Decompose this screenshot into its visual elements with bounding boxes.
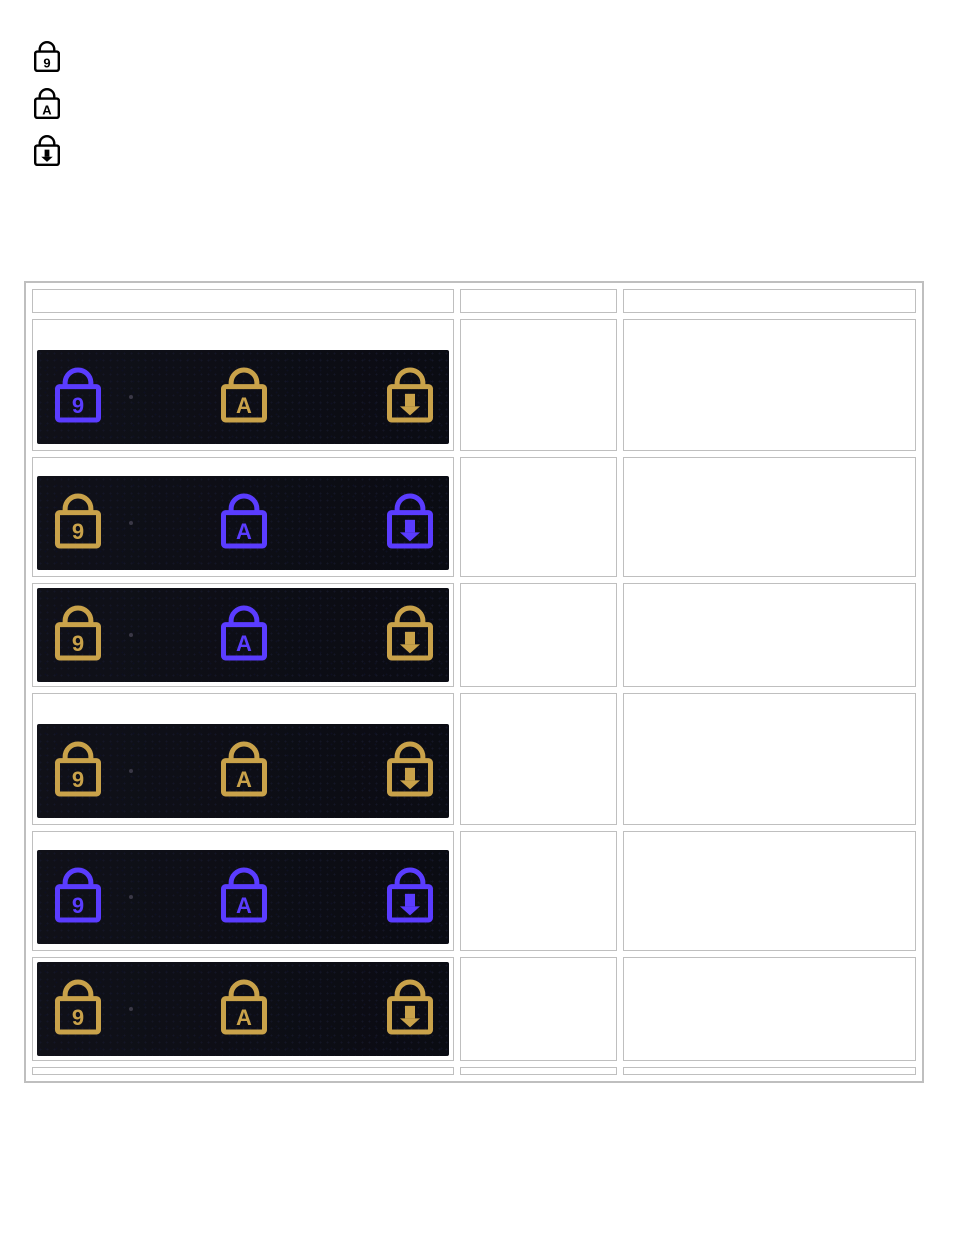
strip-separator-dot bbox=[129, 895, 133, 899]
keyboard-lock-legend-icons: 9 A bbox=[34, 40, 930, 171]
lock-state-image-cell: 9 A bbox=[32, 457, 454, 577]
svg-text:9: 9 bbox=[72, 519, 84, 544]
svg-text:A: A bbox=[236, 393, 252, 418]
svg-text:A: A bbox=[236, 631, 252, 656]
lock-state-image-cell: 9 A bbox=[32, 957, 454, 1061]
lock-description-cell bbox=[623, 583, 916, 687]
keyboard-lock-indicator-strip: 9 A bbox=[37, 850, 449, 944]
strip-separator-dot bbox=[129, 633, 133, 637]
scroll-lock-icon bbox=[34, 134, 930, 171]
svg-text:A: A bbox=[42, 102, 52, 117]
keyboard-lock-indicator-strip: 9 A bbox=[37, 476, 449, 570]
svg-text:9: 9 bbox=[72, 767, 84, 792]
strip-separator-dot bbox=[129, 1007, 133, 1011]
table-row bbox=[32, 1067, 916, 1075]
table-row: 9 A bbox=[32, 831, 916, 951]
caps-lock-icon: A bbox=[221, 493, 267, 554]
lock-state-image-cell: 9 A bbox=[32, 693, 454, 825]
num-lock-icon: 9 bbox=[55, 867, 101, 928]
svg-text:9: 9 bbox=[43, 55, 50, 70]
partial-next-row-cell bbox=[32, 1067, 454, 1075]
caps-lock-icon: A bbox=[221, 367, 267, 428]
lock-code-cell bbox=[460, 831, 617, 951]
keyboard-lock-indicator-strip: 9 A bbox=[37, 588, 449, 682]
keyboard-lock-indicator-strip: 9 A bbox=[37, 350, 449, 444]
lock-description-cell bbox=[623, 957, 916, 1061]
strip-wrapper: 9 A bbox=[33, 458, 453, 576]
lock-description-cell bbox=[623, 831, 916, 951]
svg-text:A: A bbox=[236, 519, 252, 544]
header-description-col bbox=[623, 289, 916, 313]
caps-lock-icon: A bbox=[221, 741, 267, 802]
strip-wrapper: 9 A bbox=[33, 320, 453, 450]
partial-next-row-cell bbox=[460, 1067, 617, 1075]
scroll-lock-icon bbox=[387, 367, 433, 428]
caps-lock-icon: A bbox=[221, 867, 267, 928]
header-image-col bbox=[32, 289, 454, 313]
num-lock-icon: 9 bbox=[55, 741, 101, 802]
svg-text:A: A bbox=[236, 767, 252, 792]
scroll-lock-icon bbox=[387, 979, 433, 1040]
caps-lock-icon: A bbox=[34, 87, 930, 124]
strip-separator-dot bbox=[129, 521, 133, 525]
lock-state-image-cell: 9 A bbox=[32, 583, 454, 687]
caps-lock-icon: A bbox=[221, 605, 267, 666]
keyboard-lock-indicator-strip: 9 A bbox=[37, 724, 449, 818]
num-lock-icon: 9 bbox=[34, 40, 930, 77]
svg-text:A: A bbox=[236, 1005, 252, 1030]
num-lock-icon: 9 bbox=[55, 605, 101, 666]
caps-lock-icon: A bbox=[221, 979, 267, 1040]
num-lock-icon: 9 bbox=[55, 979, 101, 1040]
svg-text:9: 9 bbox=[72, 893, 84, 918]
lock-indicator-table: 9 A 9 A 9 bbox=[24, 281, 924, 1083]
scroll-lock-icon bbox=[387, 867, 433, 928]
lock-state-image-cell: 9 A bbox=[32, 319, 454, 451]
svg-text:9: 9 bbox=[72, 393, 84, 418]
svg-text:9: 9 bbox=[72, 1005, 84, 1030]
table-row: 9 A bbox=[32, 957, 916, 1061]
num-lock-icon: 9 bbox=[55, 367, 101, 428]
lock-description-cell bbox=[623, 693, 916, 825]
lock-code-cell bbox=[460, 693, 617, 825]
scroll-lock-icon bbox=[387, 741, 433, 802]
svg-text:A: A bbox=[236, 893, 252, 918]
header-code-col bbox=[460, 289, 617, 313]
table-row: 9 A bbox=[32, 319, 916, 451]
strip-separator-dot bbox=[129, 395, 133, 399]
table-row: 9 A bbox=[32, 457, 916, 577]
scroll-lock-icon bbox=[387, 605, 433, 666]
strip-wrapper: 9 A bbox=[33, 694, 453, 824]
num-lock-icon: 9 bbox=[55, 493, 101, 554]
lock-description-cell bbox=[623, 457, 916, 577]
table-row: 9 A bbox=[32, 583, 916, 687]
table-row: 9 A bbox=[32, 693, 916, 825]
lock-code-cell bbox=[460, 457, 617, 577]
keyboard-lock-indicator-strip: 9 A bbox=[37, 962, 449, 1056]
lock-code-cell bbox=[460, 319, 617, 451]
strip-wrapper: 9 A bbox=[33, 584, 453, 686]
lock-code-cell bbox=[460, 957, 617, 1061]
svg-text:9: 9 bbox=[72, 631, 84, 656]
strip-wrapper: 9 A bbox=[33, 832, 453, 950]
strip-wrapper: 9 A bbox=[33, 958, 453, 1060]
strip-separator-dot bbox=[129, 769, 133, 773]
partial-next-row-cell bbox=[623, 1067, 916, 1075]
lock-state-image-cell: 9 A bbox=[32, 831, 454, 951]
lock-code-cell bbox=[460, 583, 617, 687]
scroll-lock-icon bbox=[387, 493, 433, 554]
table-header-row bbox=[32, 289, 916, 313]
lock-description-cell bbox=[623, 319, 916, 451]
